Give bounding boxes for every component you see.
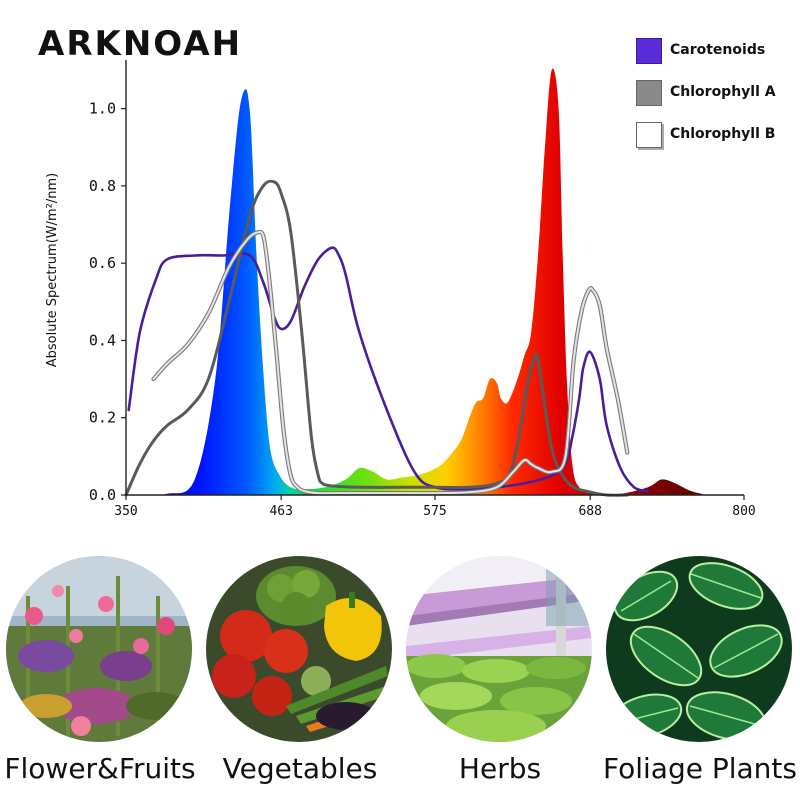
axes: 350 463 575 688 800 0.0 0.2 0.4 0.6 0.8 1.0 xyxy=(89,60,756,519)
category-label: Vegetables xyxy=(222,752,378,785)
series-line-chlorophyll-a xyxy=(124,179,629,497)
x-tick-label: 575 xyxy=(423,504,446,519)
vegetables-photo xyxy=(206,556,392,742)
category-label: Flower&Fruits xyxy=(4,752,196,785)
category-label: Foliage Plants xyxy=(603,752,797,785)
legend-item-carotenoids: Carotenoids xyxy=(636,36,796,66)
y-axis-label: Absolute Spectrum(W/m²/nm) xyxy=(45,173,60,367)
legend-item-chlorophyll-a: Chlorophyll A xyxy=(636,78,796,108)
category-foliage-plants: Foliage Plants xyxy=(600,556,800,796)
legend-label: Carotenoids xyxy=(670,42,766,58)
legend-swatch-carotenoids xyxy=(636,38,662,64)
herbs-photo xyxy=(406,556,592,742)
x-tick-label: 350 xyxy=(114,504,137,519)
flower-photo xyxy=(6,556,192,742)
x-tick-label: 800 xyxy=(732,504,755,519)
category-vegetables: Vegetables xyxy=(200,556,400,796)
y-tick-label: 0.0 xyxy=(89,486,116,504)
category-herbs: Herbs xyxy=(400,556,600,796)
brand-logo: ARKNOAH xyxy=(38,24,243,64)
legend-label: Chlorophyll A xyxy=(670,84,776,100)
legend-swatch-chlorophyll-a xyxy=(636,80,662,106)
led-spectrum-layer xyxy=(139,68,703,496)
category-label: Herbs xyxy=(458,752,542,785)
series-line-chlorophyll-b-highlight xyxy=(152,230,629,495)
y-tick-label: 0.8 xyxy=(89,177,116,195)
y-tick-label: 0.6 xyxy=(89,254,116,272)
category-flower-fruits: Flower&Fruits xyxy=(0,556,200,796)
legend-item-chlorophyll-b: Chlorophyll B xyxy=(636,120,796,150)
legend-swatch-chlorophyll-b xyxy=(636,122,662,148)
x-tick-label: 463 xyxy=(269,504,292,519)
spectrum-chart: 350 463 575 688 800 0.0 0.2 0.4 0.6 0.8 1.0 Absolu… xyxy=(45,60,756,519)
foliage-photo xyxy=(606,556,792,742)
y-tick-label: 0.4 xyxy=(89,331,116,349)
x-tick-label: 688 xyxy=(578,504,601,519)
series-led-spectrum-area xyxy=(139,68,703,496)
y-tick-label: 0.2 xyxy=(89,409,116,427)
pigment-curves-layer xyxy=(124,179,650,497)
legend-label: Chlorophyll B xyxy=(670,126,776,142)
y-tick-label: 1.0 xyxy=(89,100,116,118)
